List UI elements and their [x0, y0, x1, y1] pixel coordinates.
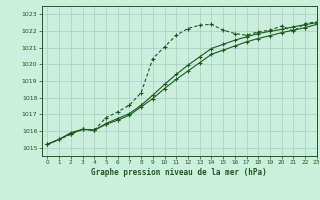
X-axis label: Graphe pression niveau de la mer (hPa): Graphe pression niveau de la mer (hPa) — [91, 168, 267, 177]
